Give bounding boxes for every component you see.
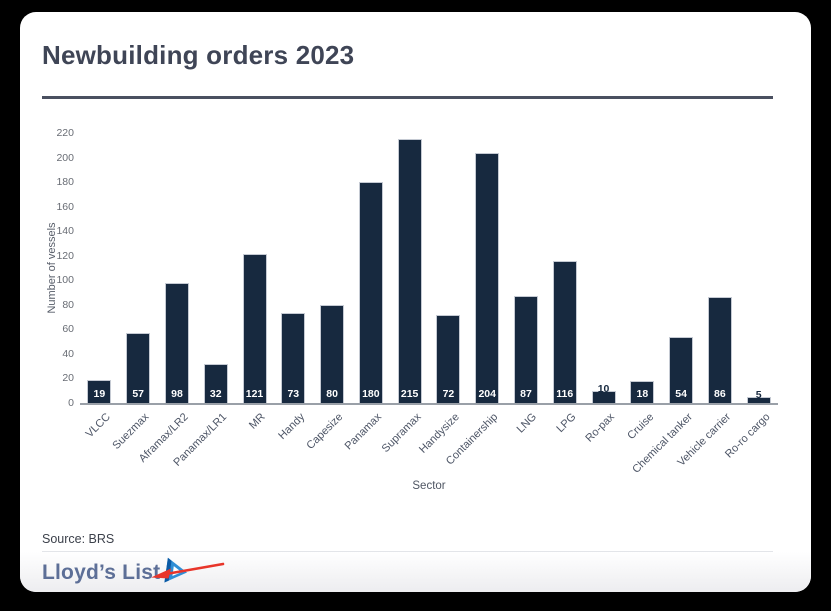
bar-slot: 98 Aframax/LR2	[137, 133, 197, 465]
bar-value-label: 72	[442, 388, 455, 400]
chart-card: Newbuilding orders 2023 Number of vessel…	[20, 12, 811, 592]
bar-value-label: 18	[636, 388, 649, 400]
bar-slot: 18 Cruise	[623, 133, 662, 442]
bar-slot: 121 MR	[235, 133, 274, 432]
bar: 116	[552, 261, 577, 403]
x-tick-label: MR	[247, 411, 269, 432]
bar: 54	[669, 337, 694, 403]
x-tick-label: VLCC	[83, 411, 113, 441]
y-tick-label: 40	[62, 347, 74, 360]
title-divider	[42, 96, 773, 99]
x-tick-label: Ro-pax	[583, 411, 618, 445]
y-tick-label: 140	[56, 225, 74, 238]
bar-value-label: 73	[287, 388, 300, 400]
bar-value-label: 5	[755, 389, 762, 401]
x-tick-label: LNG	[514, 411, 540, 436]
footer-divider	[42, 551, 773, 552]
bar-value-label: 80	[326, 388, 338, 400]
y-tick-label: 180	[56, 176, 74, 189]
bar: 32	[203, 364, 228, 403]
bar: 121	[242, 254, 267, 403]
bar-value-label: 19	[93, 388, 106, 400]
x-tick-label: Capesize	[304, 411, 346, 452]
bar-slot: 32 Panamax/LR1	[171, 133, 235, 469]
bar-value-label: 204	[478, 388, 496, 400]
y-tick-label: 120	[56, 249, 74, 262]
bar-slot: 80 Capesize	[305, 133, 352, 452]
bar-value-label: 180	[362, 388, 380, 400]
bar: 72	[436, 315, 461, 403]
bar-value-label: 57	[132, 388, 145, 400]
bar: 86	[707, 297, 732, 403]
source-text: Source: BRS	[42, 532, 115, 546]
y-tick-label: 80	[62, 298, 74, 311]
y-tick-label: 200	[56, 151, 74, 164]
brand-logo-text: Lloyd’s List	[42, 560, 161, 584]
page-title: Newbuilding orders 2023	[42, 40, 355, 70]
bar-slot: 73 Handy	[274, 133, 313, 442]
bar-value-label: 32	[209, 388, 222, 400]
bar: 215	[397, 139, 422, 403]
y-tick-label: 20	[62, 372, 74, 385]
x-tick-label: Panamax	[342, 411, 385, 453]
annotation-arrow-icon	[151, 562, 225, 579]
bar: 180	[358, 182, 383, 403]
bar-slot: 5 Ro-ro cargo	[723, 133, 778, 461]
bar-slot: 86 Vehicle carrier	[676, 133, 740, 469]
bar-slot: 54 Chemical tanker	[630, 133, 701, 476]
y-tick-label: 60	[62, 323, 74, 336]
bar-slot: 72 Handysize	[417, 133, 468, 456]
bar-value-label: 87	[520, 388, 532, 400]
x-tick-label: Cruise	[624, 411, 656, 442]
bar-value-label: 116	[556, 388, 574, 400]
bar-value-label: 54	[675, 388, 687, 400]
bar: 5	[746, 389, 771, 403]
bar: 98	[164, 283, 189, 403]
bar-slot: 19 VLCC	[80, 133, 119, 440]
bar: 57	[126, 333, 151, 403]
bar-value-label: 98	[171, 388, 183, 400]
x-tick-label: LPG	[554, 411, 579, 436]
bar-chart-plot-area: 19 VLCC 57 Suezmax 98 Aframax/LR2 32 Panamax/LR…	[80, 133, 778, 476]
bar: 87	[513, 296, 538, 403]
bar: 80	[320, 305, 345, 403]
bar-slot: 215 Supramax	[379, 133, 429, 455]
bar: 73	[281, 313, 306, 403]
bar-value-label: 215	[400, 388, 419, 400]
bar: 204	[475, 153, 500, 403]
bar-slot: 10 Ro-pax	[583, 133, 623, 445]
bar-value-label: 121	[245, 388, 264, 400]
bar-slot: 180 Panamax	[343, 133, 390, 452]
bar-slot: 57 Suezmax	[111, 133, 158, 452]
x-tick-label: Supramax	[379, 411, 424, 455]
x-axis-title: Sector	[412, 480, 446, 492]
brand-logo: Lloyd’s List	[42, 557, 190, 588]
bar: 19	[87, 380, 112, 403]
y-tick-label: 220	[56, 127, 74, 139]
bar-value-label: 86	[714, 388, 726, 400]
y-tick-label: 100	[56, 274, 74, 287]
x-tick-label: Handy	[275, 411, 307, 442]
footer-band	[20, 552, 811, 592]
y-tick-label: 160	[56, 200, 74, 213]
bar: 18	[630, 381, 655, 403]
bar: 10	[591, 383, 616, 403]
y-axis-ticks: 0 20 40 60 80 100 120 140 160 180 200 220	[20, 127, 74, 409]
bar-slot: 116 LPG	[545, 133, 584, 435]
bar-value-label: 10	[597, 383, 610, 395]
bar-slot: 87 LNG	[507, 133, 546, 435]
bar-slot: 204 Containership	[444, 133, 507, 467]
y-tick-label: 0	[68, 397, 74, 409]
